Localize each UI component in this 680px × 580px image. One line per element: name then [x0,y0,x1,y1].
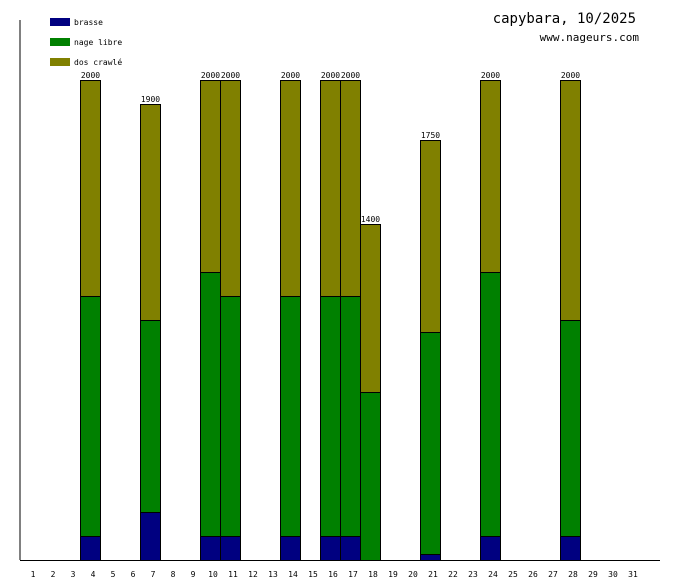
value-label-day-7: 1900 [141,95,160,104]
x-tick-15: 15 [308,570,318,579]
x-tick-3: 3 [71,570,76,579]
bar-segment-day-17-1 [340,296,361,537]
bar-segment-day-7-2 [140,104,161,321]
value-label-day-24: 2000 [481,71,500,80]
bar-segment-day-24-2 [480,80,501,273]
x-tick-22: 22 [448,570,458,579]
bar-segment-day-7-0 [140,512,161,561]
value-label-day-18: 1400 [361,215,380,224]
value-label-day-4: 2000 [81,71,100,80]
x-tick-1: 1 [31,570,36,579]
bar-segment-day-24-0 [480,536,501,561]
bar-segment-day-28-2 [560,80,581,321]
x-tick-6: 6 [131,570,136,579]
bar-segment-day-24-1 [480,272,501,537]
x-tick-30: 30 [608,570,618,579]
value-label-day-14: 2000 [281,71,300,80]
bars-group [80,80,581,561]
value-label-day-11: 2000 [221,71,240,80]
legend-label-2: dos crawlé [74,57,122,67]
x-tick-7: 7 [151,570,156,579]
x-tick-16: 16 [328,570,338,579]
value-label-day-21: 1750 [421,131,440,140]
bar-segment-day-4-0 [80,536,101,561]
chart-subtitle-url: www.nageurs.com [540,31,640,44]
x-tick-23: 23 [468,570,478,579]
x-tick-27: 27 [548,570,558,579]
x-tick-20: 20 [408,570,418,579]
bar-segment-day-14-1 [280,296,301,537]
x-tick-8: 8 [171,570,176,579]
x-tick-4: 4 [91,570,96,579]
bar-segment-day-11-0 [220,536,241,561]
bar-segment-day-14-0 [280,536,301,561]
bar-segment-day-16-0 [320,536,341,561]
bar-segment-day-21-2 [420,140,441,333]
x-tick-10: 10 [208,570,218,579]
bar-segment-day-11-2 [220,80,241,297]
legend-label-1: nage libre [74,38,122,47]
x-tick-26: 26 [528,570,538,579]
value-label-day-28: 2000 [561,71,580,80]
x-tick-25: 25 [508,570,518,579]
x-tick-13: 13 [268,570,278,579]
legend-swatch-2 [50,58,70,66]
bar-segment-day-4-1 [80,296,101,537]
x-tick-5: 5 [111,570,116,579]
x-tick-11: 11 [228,570,238,579]
bar-segment-day-18-2 [360,224,381,393]
bar-segment-day-17-0 [340,536,361,561]
bar-segment-day-11-1 [220,296,241,537]
bar-segment-day-21-0 [420,554,441,561]
legend-label-0: brasse [74,18,103,27]
legend: brasse nage libre dos crawlé [50,18,122,67]
chart-title: capybara, 10/2025 [493,11,636,27]
bar-segment-day-28-0 [560,536,581,561]
value-label-day-16: 2000 [321,71,340,80]
bar-segment-day-10-2 [200,80,221,273]
bar-segment-day-28-1 [560,320,581,537]
x-tick-28: 28 [568,570,578,579]
value-label-day-10: 2000 [201,71,220,80]
x-tick-24: 24 [488,570,498,579]
bar-segment-day-7-1 [140,320,161,513]
x-tick-21: 21 [428,570,438,579]
bar-segment-day-18-1 [360,392,381,561]
legend-swatch-1 [50,38,70,46]
x-tick-2: 2 [51,570,56,579]
x-tick-12: 12 [248,570,258,579]
bar-segment-day-10-1 [200,272,221,537]
bar-segment-day-16-2 [320,80,341,297]
x-tick-29: 29 [588,570,598,579]
bar-segment-day-10-0 [200,536,221,561]
x-tick-17: 17 [348,570,358,579]
bar-segment-day-21-1 [420,332,441,555]
value-label-day-17: 2000 [341,71,360,80]
x-tick-labels: 1 2 3 4 5 6 7 8 9 10 11 12 13 14 15 16 17 18 19 20 21 22 23 24 2… [31,570,638,579]
x-tick-19: 19 [388,570,398,579]
bar-segment-day-16-1 [320,296,341,537]
x-tick-14: 14 [288,570,298,579]
x-tick-9: 9 [191,570,196,579]
bar-segment-day-14-2 [280,80,301,297]
x-tick-18: 18 [368,570,378,579]
bar-segment-day-17-2 [340,80,361,297]
bar-segment-day-4-2 [80,80,101,297]
x-tick-31: 31 [628,570,638,579]
legend-swatch-0 [50,18,70,26]
